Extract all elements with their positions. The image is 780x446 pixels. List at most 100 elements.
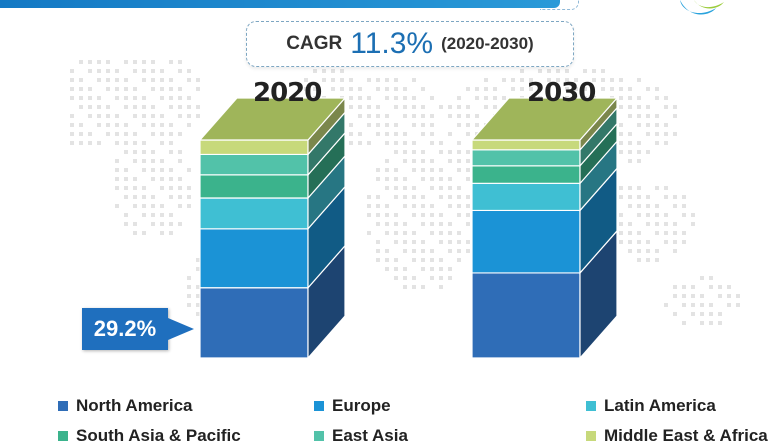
map-dot (142, 168, 146, 172)
map-dot (700, 294, 704, 298)
map-dot (97, 114, 101, 118)
map-dot (610, 87, 614, 91)
map-dot (655, 213, 659, 217)
map-dot (448, 231, 452, 235)
map-dot (412, 258, 416, 262)
map-dot (484, 105, 488, 109)
map-dot (430, 159, 434, 163)
map-dot (169, 177, 173, 181)
map-dot (331, 87, 335, 91)
map-dot (178, 150, 182, 154)
map-dot (511, 78, 515, 82)
map-dot (466, 114, 470, 118)
map-dot (142, 195, 146, 199)
map-dot (349, 123, 353, 127)
legend-item-latin-america: Latin America (586, 396, 716, 416)
map-dot (439, 177, 443, 181)
map-dot (430, 114, 434, 118)
map-dot (520, 87, 524, 91)
map-dot (646, 123, 650, 127)
map-dot (367, 78, 371, 82)
map-dot (304, 78, 308, 82)
map-dot (484, 87, 488, 91)
map-dot (115, 96, 119, 100)
map-dot (646, 204, 650, 208)
map-dot (178, 96, 182, 100)
legend-swatch (314, 401, 324, 411)
map-dot (106, 132, 110, 136)
map-dot (178, 177, 182, 181)
map-dot (367, 105, 371, 109)
map-dot (448, 195, 452, 199)
map-dot (646, 213, 650, 217)
map-dot (637, 213, 641, 217)
map-dot (151, 222, 155, 226)
map-dot (133, 150, 137, 154)
map-dot (169, 168, 173, 172)
map-dot (403, 87, 407, 91)
map-dot (79, 60, 83, 64)
map-dot (457, 123, 461, 127)
bar-segment-east-asia-2020 (199, 153, 309, 176)
map-dot (133, 96, 137, 100)
map-dot (682, 321, 686, 325)
map-dot (466, 159, 470, 163)
map-dot (583, 87, 587, 91)
map-dot (394, 267, 398, 271)
map-dot (403, 114, 407, 118)
map-dot (619, 105, 623, 109)
map-dot (691, 222, 695, 226)
map-dot (421, 249, 425, 253)
map-dot (466, 213, 470, 217)
map-dot (70, 114, 74, 118)
map-dot (565, 87, 569, 91)
map-dot (637, 195, 641, 199)
legend-label: East Asia (332, 426, 408, 445)
map-dot (619, 96, 623, 100)
map-dot (457, 231, 461, 235)
map-dot (430, 177, 434, 181)
map-dot (466, 150, 470, 154)
year-label-2030: 2030 (527, 78, 596, 108)
map-dot (79, 87, 83, 91)
legend-swatch (314, 431, 324, 441)
map-dot (412, 213, 416, 217)
map-dot (682, 285, 686, 289)
map-dot (475, 96, 479, 100)
map-dot (160, 141, 164, 145)
map-dot (628, 150, 632, 154)
map-dot (673, 231, 677, 235)
map-dot (106, 78, 110, 82)
map-dot (439, 186, 443, 190)
map-dot (187, 294, 191, 298)
map-dot (367, 204, 371, 208)
legend-swatch (586, 401, 596, 411)
map-dot (403, 249, 407, 253)
map-dot (115, 141, 119, 145)
map-dot (160, 159, 164, 163)
map-dot (430, 222, 434, 226)
map-dot (448, 177, 452, 181)
map-dot (169, 213, 173, 217)
map-dot (421, 285, 425, 289)
map-dot (187, 114, 191, 118)
map-dot (700, 303, 704, 307)
map-dot (655, 204, 659, 208)
map-dot (169, 231, 173, 235)
map-dot (70, 96, 74, 100)
map-dot (142, 231, 146, 235)
map-dot (376, 240, 380, 244)
map-dot (106, 123, 110, 127)
map-dot (637, 258, 641, 262)
legend-swatch (58, 401, 68, 411)
map-dot (439, 105, 443, 109)
legend-item-north-america: North America (58, 396, 193, 416)
map-dot (97, 69, 101, 73)
map-dot (439, 267, 443, 271)
map-dot (439, 195, 443, 199)
map-dot (385, 141, 389, 145)
map-dot (160, 132, 164, 136)
map-dot (448, 267, 452, 271)
map-dot (133, 105, 137, 109)
map-dot (655, 123, 659, 127)
